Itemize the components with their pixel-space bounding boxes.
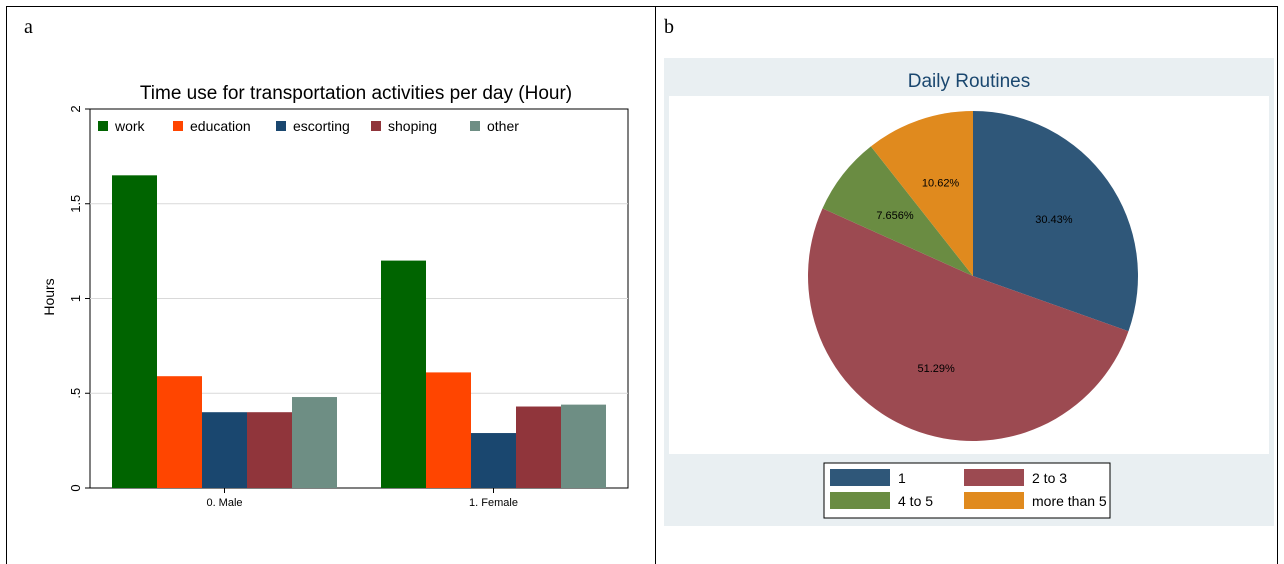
x-tick-label: 1. Female: [469, 497, 518, 509]
bar-escorting: [202, 412, 247, 488]
bar-work: [381, 260, 426, 488]
pie-legend-swatch: [830, 492, 890, 509]
bar-legend: work education escorting shoping other: [98, 118, 519, 134]
legend-label: work: [114, 118, 146, 134]
y-axis-label: Hours: [41, 278, 57, 315]
pie-legend-swatch: [830, 469, 890, 486]
pie-legend-label: 1: [898, 470, 906, 486]
bar-work: [112, 175, 157, 488]
legend-swatch: [371, 121, 381, 131]
bar-chart-title: Time use for transportation activities p…: [140, 83, 572, 104]
pie-slice: [973, 111, 1138, 332]
y-tick-label: .5: [68, 388, 83, 399]
pie-slice: [822, 146, 973, 276]
pie-slice-label: 10.62%: [922, 177, 960, 189]
pie-legend-swatch: [964, 492, 1024, 509]
y-tick-label: 0: [68, 484, 83, 491]
bar-other: [561, 404, 606, 488]
panel-b-label: b: [664, 16, 674, 38]
legend-label: shoping: [388, 118, 437, 134]
pie-slice-label: 51.29%: [917, 363, 955, 375]
x-axis-ticks: 0. Male 1. Female: [206, 488, 518, 509]
pie-legend-label: 4 to 5: [898, 493, 933, 509]
pie-chart: Daily Routines 30.43%51.29%7.656%10.62% …: [664, 58, 1274, 526]
pie-legend-swatch: [964, 469, 1024, 486]
pie-slice: [870, 111, 973, 276]
legend-swatch: [276, 121, 286, 131]
pie-slice-label: 30.43%: [1035, 214, 1073, 226]
figure-frame: [6, 6, 1278, 564]
pie-legend-label: more than 5: [1032, 493, 1107, 509]
legend-label: other: [487, 118, 519, 134]
panel-divider: [655, 6, 656, 564]
pie-slice-label: 7.656%: [876, 210, 914, 222]
bar-education: [157, 376, 202, 488]
legend-swatch: [98, 121, 108, 131]
pie-slice: [807, 208, 1129, 442]
pie-slice-labels: 30.43% 51.29% 7.656% 10.62%: [876, 177, 1072, 374]
bar-shoping: [247, 412, 292, 488]
legend-swatch: [470, 121, 480, 131]
bar-escorting: [471, 433, 516, 488]
legend-swatch: [173, 121, 183, 131]
bar-series: [112, 175, 606, 488]
bar-other: [292, 397, 337, 488]
y-tick-label: 1: [68, 295, 83, 302]
legend-label: escorting: [293, 118, 350, 134]
panel-a-label: a: [24, 16, 33, 38]
y-tick-label: 1.5: [68, 195, 83, 213]
legend-label: education: [190, 118, 251, 134]
pie-legend: 1 2 to 3 4 to 5 more than 5: [823, 462, 1111, 519]
y-tick-label: 2: [68, 105, 83, 112]
bar-chart: Time use for transportation activities p…: [41, 83, 629, 509]
y-axis-ticks: 0 .5 1 1.5 2: [68, 105, 90, 492]
bar-shoping: [516, 406, 561, 488]
pie-legend-label: 2 to 3: [1032, 470, 1067, 486]
x-tick-label: 0. Male: [206, 497, 242, 509]
pie-chart-title: Daily Routines: [908, 71, 1031, 92]
pie-slices: [807, 111, 1138, 442]
bar-education: [426, 372, 471, 488]
